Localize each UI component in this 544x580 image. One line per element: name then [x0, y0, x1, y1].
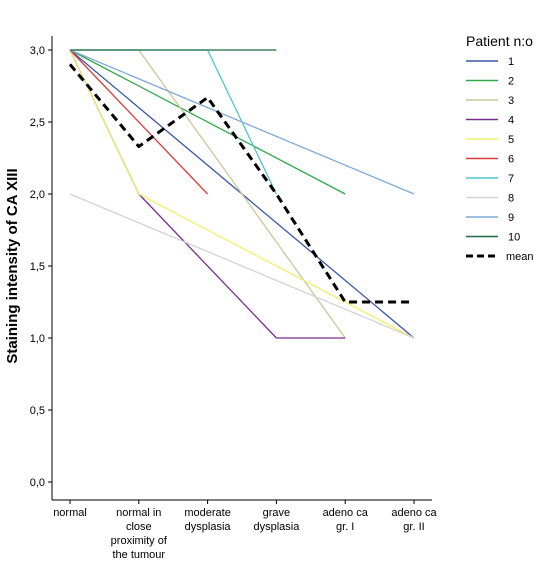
- x-tick-label-line: gr. II: [403, 521, 424, 533]
- legend-label-9: 9: [508, 212, 514, 224]
- x-tick-label: grave dysplasia: [253, 507, 300, 533]
- x-tick-label: adeno ca gr. II: [391, 507, 437, 533]
- y-tick-label: 1,5: [30, 261, 45, 273]
- x-tick-label-line: close: [126, 521, 152, 533]
- x-tick-label: moderate dysplasia: [184, 507, 231, 533]
- y-tick-label: 2,5: [30, 117, 45, 129]
- x-tick-label-line: normal in: [116, 507, 161, 519]
- series-line-8: [69, 193, 415, 339]
- series-line-6: [69, 49, 209, 195]
- legend: Patient n:o 1 2 3 4 5 6 7 8 9 10 mean: [466, 33, 534, 263]
- series-line-9: [69, 49, 415, 195]
- legend-label-6: 6: [508, 154, 514, 166]
- x-tick-label-line: normal: [53, 507, 87, 519]
- legend-label-10: 10: [508, 232, 520, 244]
- legend-label-2: 2: [508, 76, 514, 88]
- y-axis-title: Staining intensity of CA XIII: [4, 168, 21, 363]
- y-tick-label: 2,0: [30, 189, 45, 201]
- x-tick-label-line: gr. I: [336, 521, 354, 533]
- x-tick-label: adeno ca gr. I: [323, 507, 369, 533]
- legend-label-5: 5: [508, 134, 514, 146]
- axes: 0,0 0,5 1,0 1,5 2,0 2,5 3,0 normal normal in clos…: [30, 36, 438, 561]
- legend-label-mean: mean: [506, 251, 534, 263]
- legend-label-3: 3: [508, 95, 514, 107]
- y-tick-label: 3,0: [30, 45, 45, 57]
- y-tick-label: 1,0: [30, 333, 45, 345]
- y-axis-title-group: Staining intensity of CA XIII: [4, 168, 21, 363]
- legend-label-7: 7: [508, 173, 514, 185]
- series-line-mean: [68, 63, 414, 304]
- x-tick-label-line: dysplasia: [185, 521, 232, 533]
- legend-label-8: 8: [508, 193, 514, 205]
- y-tick-label: 0,0: [30, 477, 45, 489]
- x-tick-label-line: grave: [263, 507, 291, 519]
- x-tick-label: normal in close proximity of the tumour: [111, 507, 168, 561]
- x-tick-label-line: adeno ca: [323, 507, 369, 519]
- y-tick-label: 0,5: [30, 405, 45, 417]
- plot-area: [68, 49, 415, 339]
- series-line-5: [69, 49, 415, 339]
- x-tick-label-line: the tumour: [113, 549, 166, 561]
- x-tick-label-line: adeno ca: [391, 507, 437, 519]
- legend-label-4: 4: [508, 115, 514, 127]
- legend-label-1: 1: [508, 56, 514, 68]
- x-tick-label-line: dysplasia: [253, 521, 300, 533]
- x-tick-label-line: moderate: [184, 507, 230, 519]
- x-tick-label-line: proximity of: [111, 535, 168, 547]
- x-tick-label: normal: [53, 507, 87, 519]
- series-line-2: [69, 49, 346, 195]
- legend-title: Patient n:o: [466, 33, 533, 49]
